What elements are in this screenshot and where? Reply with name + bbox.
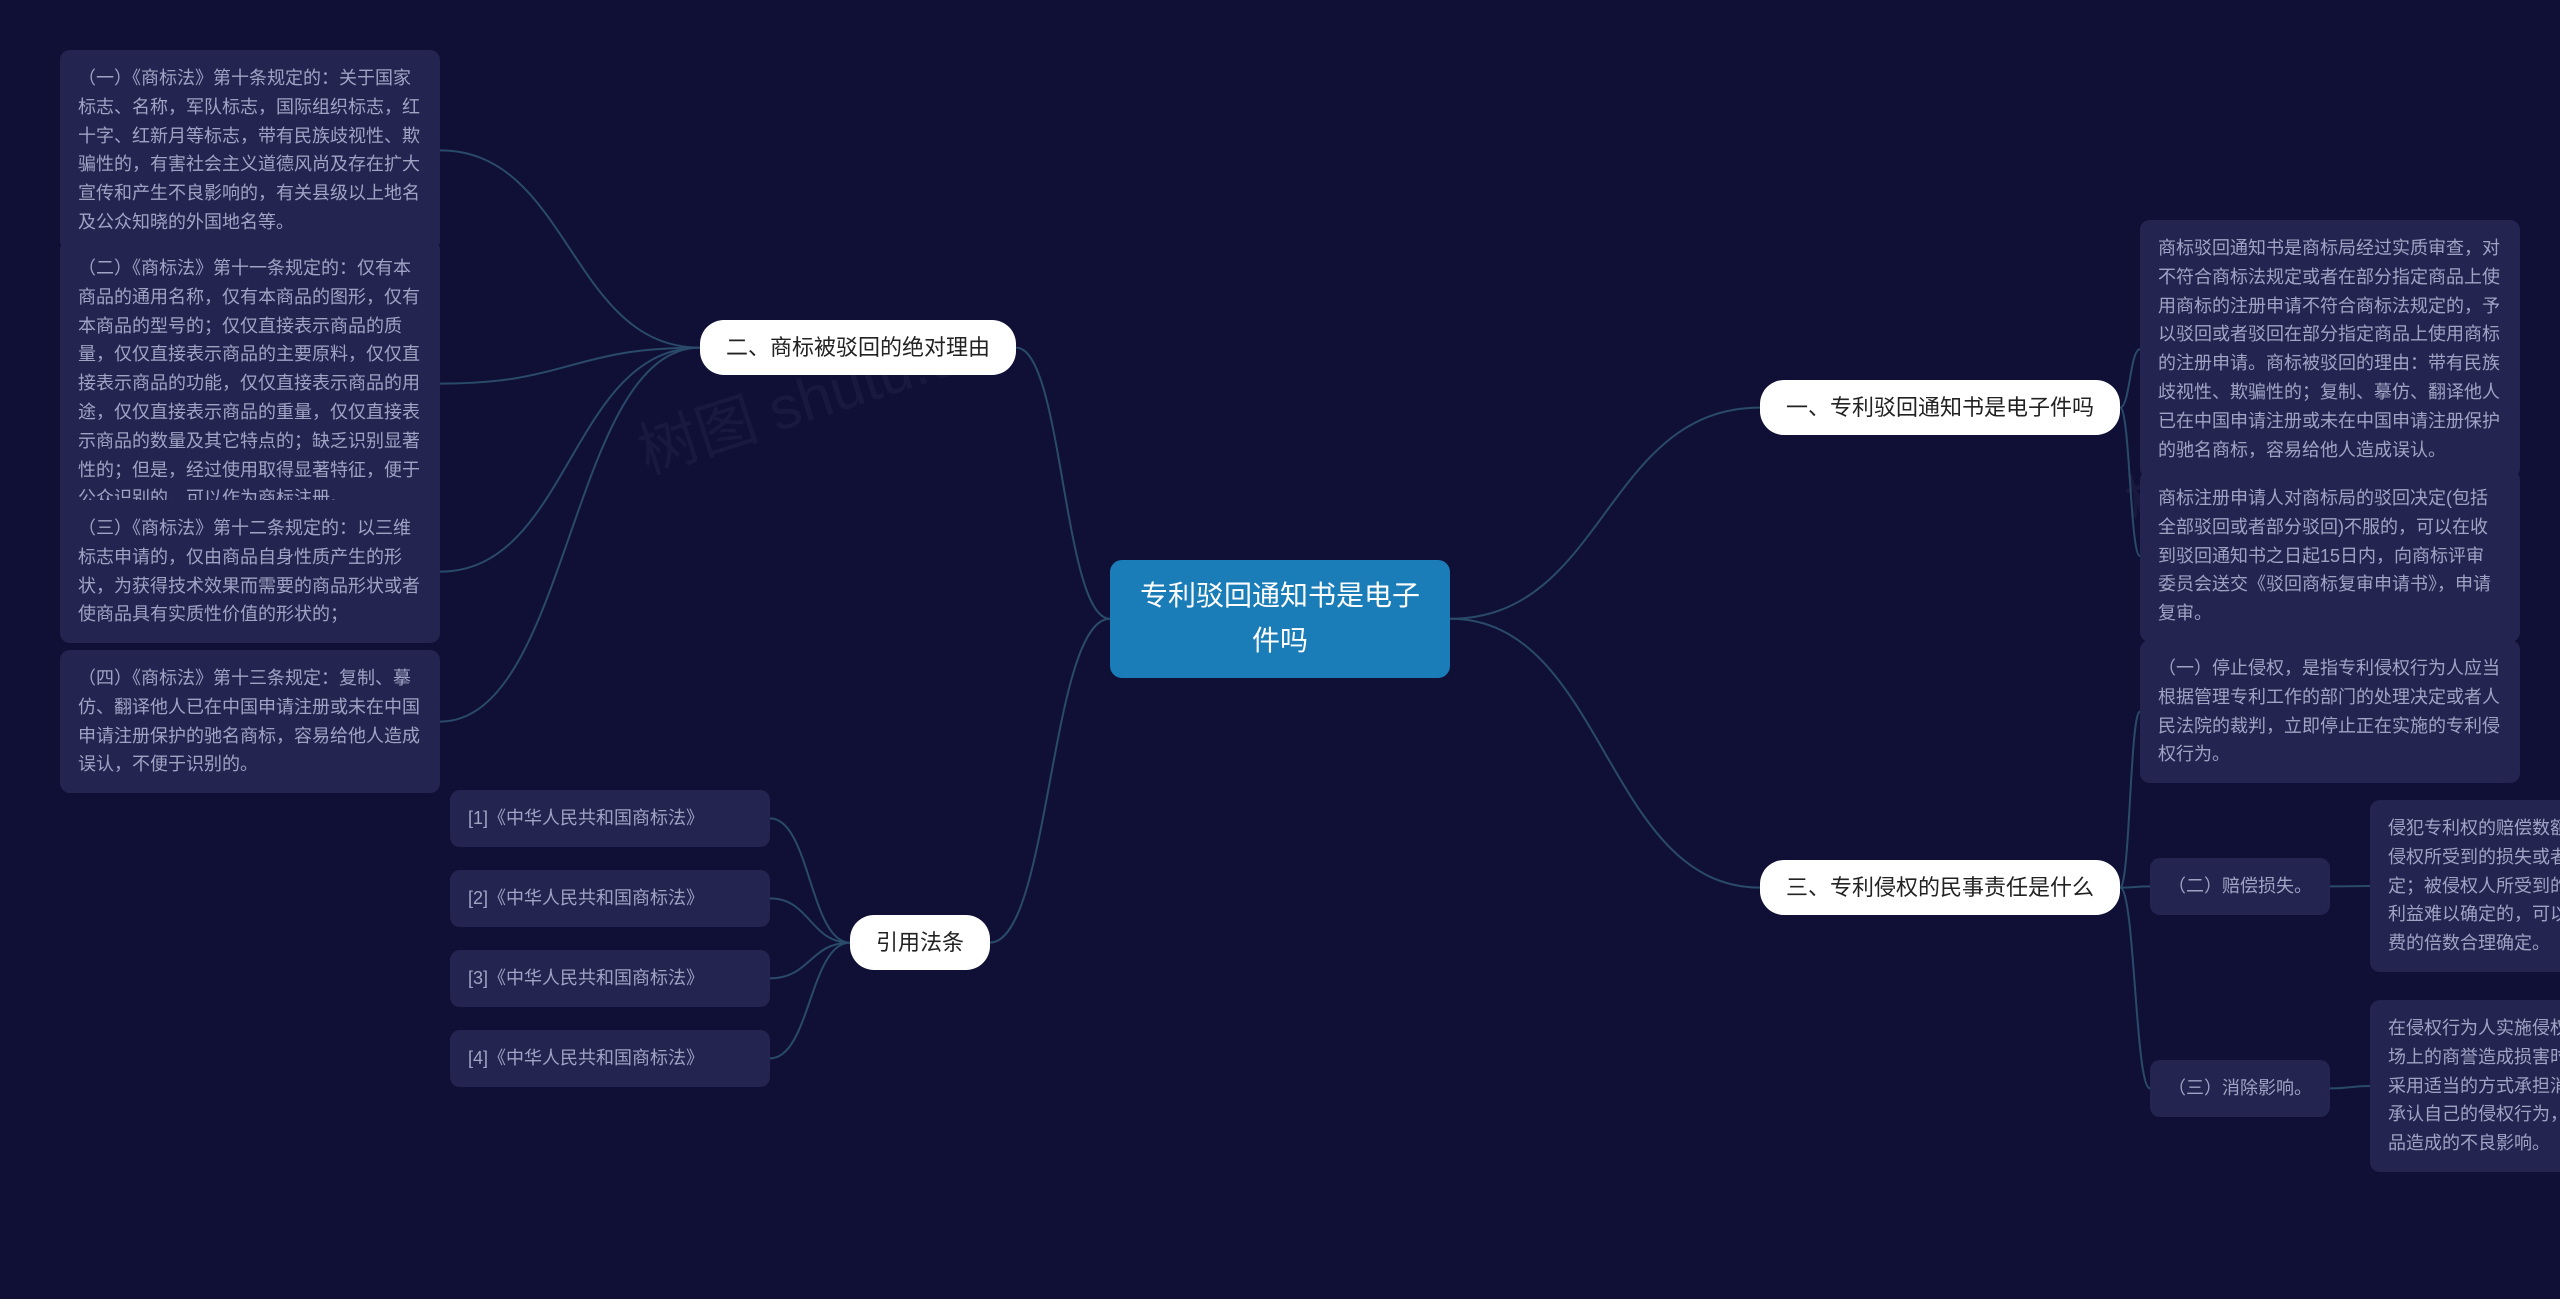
branch-r2-detail-0: （一）停止侵权，是指专利侵权行为人应当根据管理专利工作的部门的处理决定或者人民法… (2140, 640, 2520, 783)
branch-l1-detail-2: （三）《商标法》第十二条规定的：以三维标志申请的，仅由商品自身性质产生的形状，为… (60, 500, 440, 643)
branch-r1-detail-1: 商标注册申请人对商标局的驳回决定(包括全部驳回或者部分驳回)不服的，可以在收到驳… (2140, 470, 2520, 642)
branch-l1-label[interactable]: 二、商标被驳回的绝对理由 (700, 320, 1016, 375)
branch-l1-detail-0: （一）《商标法》第十条规定的：关于国家标志、名称，军队标志，国际组织标志，红十字… (60, 50, 440, 251)
branch-l2-detail-1: [2]《中华人民共和国商标法》 (450, 870, 770, 927)
branch-r2-detail-1: 侵犯专利权的赔偿数额，按照专利权人因被侵权所受到的损失或者侵权人获得的利益确定；… (2370, 800, 2560, 972)
center-topic[interactable]: 专利驳回通知书是电子件吗 (1110, 560, 1450, 678)
branch-r2-label[interactable]: 三、专利侵权的民事责任是什么 (1760, 860, 2120, 915)
branch-l2-detail-3: [4]《中华人民共和国商标法》 (450, 1030, 770, 1087)
branch-l2-label[interactable]: 引用法条 (850, 915, 990, 970)
branch-l1-detail-3: （四）《商标法》第十三条规定：复制、摹仿、翻译他人已在中国申请注册或未在中国申请… (60, 650, 440, 793)
branch-r2-detail-2: 在侵权行为人实施侵权行为给专利产品在市场上的商誉造成损害时，侵权行为人就应当采用… (2370, 1000, 2560, 1172)
branch-r1-detail-0: 商标驳回通知书是商标局经过实质审查，对不符合商标法规定或者在部分指定商品上使用商… (2140, 220, 2520, 478)
branch-l1-detail-1: （二）《商标法》第十一条规定的：仅有本商品的通用名称，仅有本商品的图形，仅有本商… (60, 240, 440, 527)
branch-r1-label[interactable]: 一、专利驳回通知书是电子件吗 (1760, 380, 2120, 435)
branch-l2-detail-2: [3]《中华人民共和国商标法》 (450, 950, 770, 1007)
branch-l2-detail-0: [1]《中华人民共和国商标法》 (450, 790, 770, 847)
branch-r2-detail-2-label: （三）消除影响。 (2150, 1060, 2330, 1117)
branch-r2-detail-1-label: （二）赔偿损失。 (2150, 858, 2330, 915)
